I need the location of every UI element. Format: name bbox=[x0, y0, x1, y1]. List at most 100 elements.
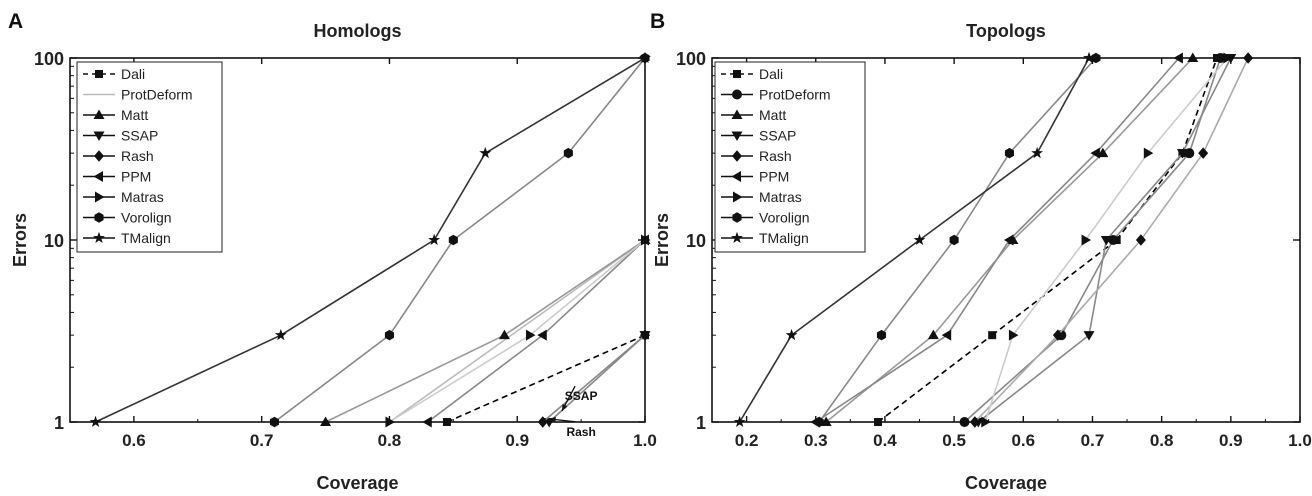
series-protdeform bbox=[388, 239, 646, 423]
legend-label-tmalign: TMalign bbox=[121, 230, 171, 246]
x-tick-label: 1.0 bbox=[1288, 431, 1312, 450]
data-point-ppm bbox=[1003, 234, 1014, 246]
data-point-rash bbox=[1052, 329, 1063, 341]
data-point-matras bbox=[526, 329, 536, 341]
x-axis-label: Coverage bbox=[316, 473, 398, 491]
legend-label-protdeform: ProtDeform bbox=[759, 87, 831, 103]
series-matt bbox=[320, 234, 651, 426]
series-segment bbox=[427, 334, 544, 423]
series-segment bbox=[1036, 57, 1090, 154]
series-segment bbox=[567, 57, 646, 154]
series-segment bbox=[825, 334, 934, 423]
chart-panel-a: A Homologs Coverage Errors SSAP Rash 0.6 0.7 0.8… bbox=[8, 10, 657, 493]
data-point-tmalign bbox=[428, 233, 441, 246]
y-axis-label: Errors bbox=[652, 213, 672, 267]
data-point-vorolign bbox=[876, 329, 887, 341]
legend-marker bbox=[93, 109, 105, 119]
series-segment bbox=[1008, 57, 1097, 154]
x-tick-label: 0.5 bbox=[942, 431, 966, 450]
y-tick-label: 1 bbox=[54, 413, 64, 433]
panel-label: B bbox=[650, 10, 665, 33]
series-segment bbox=[1181, 57, 1232, 154]
series-segment bbox=[984, 334, 1014, 423]
x-tick-label: 0.9 bbox=[1219, 431, 1243, 450]
data-point-ssap bbox=[1083, 331, 1095, 341]
x-tick-label: 0.7 bbox=[250, 431, 274, 450]
x-tick-label: 0.6 bbox=[122, 431, 146, 450]
legend-label-matras: Matras bbox=[759, 189, 802, 205]
series-segment bbox=[325, 334, 505, 423]
series-ppm bbox=[810, 52, 1183, 428]
legend-label-vorolign: Vorolign bbox=[759, 210, 810, 226]
x-tick-label: 0.6 bbox=[1011, 431, 1035, 450]
series-segment bbox=[977, 334, 1090, 423]
legend-marker bbox=[733, 191, 743, 203]
legend-label-rash: Rash bbox=[759, 148, 792, 164]
series-segment bbox=[791, 239, 921, 336]
legend-marker bbox=[94, 212, 104, 223]
data-point-matras bbox=[1143, 147, 1154, 159]
series-segment bbox=[738, 334, 793, 423]
legend-label-tmalign: TMalign bbox=[759, 230, 809, 246]
legend-marker bbox=[732, 150, 742, 162]
series-segment bbox=[503, 239, 646, 336]
series-segment bbox=[815, 334, 948, 423]
series-segment bbox=[953, 152, 1011, 241]
annotation-label: Rash bbox=[566, 425, 595, 439]
series-segment bbox=[880, 239, 955, 336]
series-segment bbox=[542, 334, 646, 423]
annotation-arrowhead bbox=[549, 416, 556, 423]
legend-label-dali: Dali bbox=[121, 66, 145, 82]
data-point-matras bbox=[1081, 234, 1092, 246]
series-segment bbox=[1008, 152, 1097, 241]
series-segment bbox=[963, 334, 1062, 423]
series-rash bbox=[537, 329, 650, 428]
series-tmalign bbox=[733, 51, 1095, 428]
legend-label-matras: Matras bbox=[121, 189, 164, 205]
data-point-dali bbox=[988, 331, 997, 340]
y-tick-label: 100 bbox=[34, 49, 64, 69]
y-tick-label: 1 bbox=[696, 413, 706, 433]
series-segment bbox=[1095, 57, 1180, 154]
series-segment bbox=[388, 239, 454, 336]
y-tick-label: 100 bbox=[676, 49, 706, 69]
data-point-vorolign bbox=[384, 329, 394, 341]
legend-marker bbox=[95, 191, 105, 203]
annotation-label: SSAP bbox=[565, 389, 598, 403]
data-point-ppm bbox=[537, 329, 547, 341]
legend-marker bbox=[731, 109, 743, 119]
legend-label-ppm: PPM bbox=[121, 169, 151, 185]
data-point-rash bbox=[1135, 234, 1146, 246]
series-segment bbox=[1012, 239, 1087, 336]
series-segment bbox=[1012, 152, 1104, 241]
series-segment bbox=[1116, 152, 1184, 241]
chart-title: Homologs bbox=[314, 21, 402, 41]
legend-label-rash: Rash bbox=[121, 148, 154, 164]
series-segment bbox=[280, 239, 435, 336]
data-point-rash bbox=[1198, 147, 1209, 159]
data-point-matt bbox=[498, 329, 510, 340]
legend-label-protdeform: ProtDeform bbox=[121, 87, 193, 103]
legend-label-dali: Dali bbox=[759, 66, 783, 82]
series-segment bbox=[974, 334, 1059, 423]
series-segment bbox=[1140, 152, 1204, 241]
series-segment bbox=[484, 57, 646, 154]
series-segment bbox=[273, 334, 390, 423]
data-point-tmalign bbox=[1031, 146, 1044, 159]
series-segment bbox=[818, 334, 883, 423]
series-segment bbox=[1112, 152, 1190, 241]
data-point-tmalign bbox=[479, 146, 492, 159]
data-point-matras bbox=[1008, 329, 1019, 341]
data-point-tmalign bbox=[785, 328, 798, 341]
data-point-tmalign bbox=[913, 233, 926, 246]
legend-label-matt: Matt bbox=[121, 107, 148, 123]
series-segment bbox=[1147, 57, 1228, 154]
panel-label: A bbox=[8, 10, 23, 33]
x-tick-label: 0.2 bbox=[735, 431, 759, 450]
y-tick-label: 10 bbox=[44, 231, 64, 251]
x-tick-label: 0.9 bbox=[505, 431, 529, 450]
series-segment bbox=[446, 334, 646, 423]
series-segment bbox=[542, 239, 646, 336]
